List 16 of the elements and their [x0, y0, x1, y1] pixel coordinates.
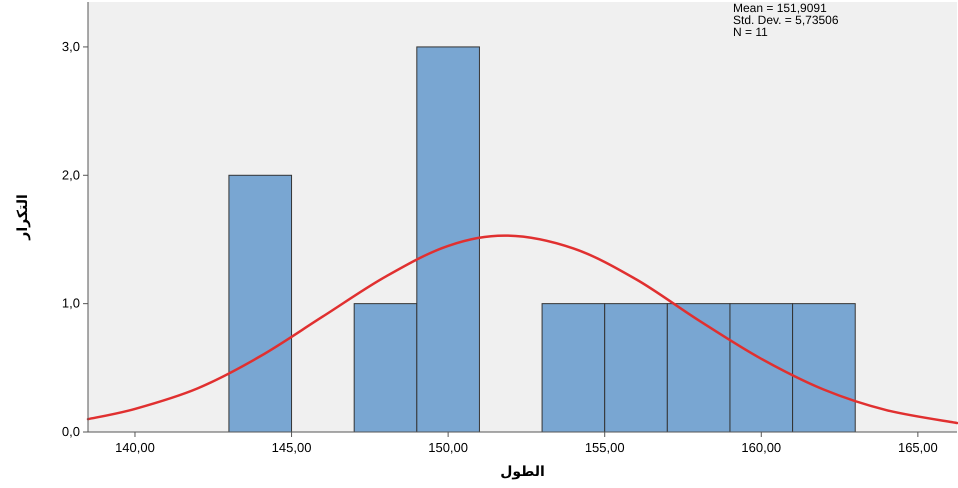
y-tick-label: 0,0	[62, 424, 80, 439]
y-tick-label: 2,0	[62, 167, 80, 182]
x-tick-label: 160,00	[741, 440, 782, 455]
x-axis-title: الطول	[500, 464, 545, 480]
annotation: Mean = 151,9091	[733, 1, 828, 15]
y-tick-label: 1,0	[62, 296, 80, 311]
y-axis-title: التكرار	[15, 194, 31, 241]
annotation: Std. Dev. = 5,73506	[733, 13, 839, 27]
y-tick-label: 3,0	[62, 38, 80, 54]
x-tick-label: 140,00	[115, 440, 155, 455]
line-series	[86, 234, 958, 424]
x-tick-label: 145,00	[272, 440, 312, 455]
annotation: N = 11	[733, 25, 768, 39]
x-tick-label: 155,00	[584, 440, 625, 455]
x-tick-label: 165,00	[898, 440, 938, 455]
x-tick-label: 150,00	[428, 440, 468, 455]
